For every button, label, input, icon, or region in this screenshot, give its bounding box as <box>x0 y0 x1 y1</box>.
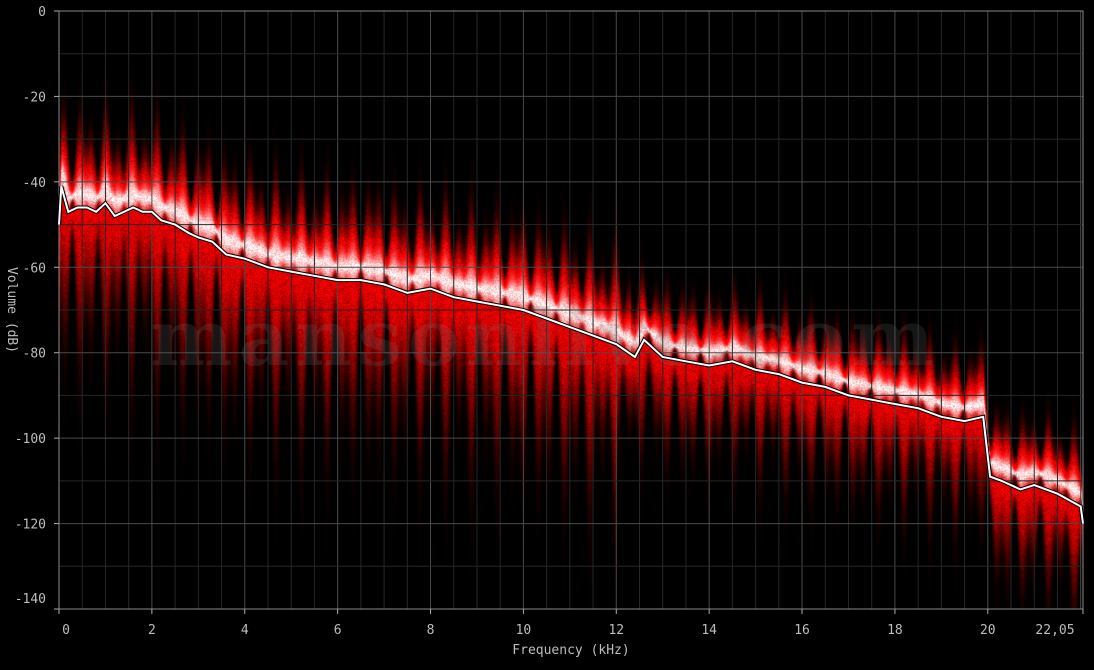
x-tick-label: 16 <box>794 623 810 638</box>
x-tick-label: 0 <box>62 623 70 638</box>
y-tick-label: -20 <box>23 90 46 105</box>
y-tick-label: -40 <box>23 176 46 191</box>
y-tick-label: -120 <box>15 518 46 533</box>
x-tick-label: 20 <box>980 623 996 638</box>
y-axis-label: Volume (dB) <box>4 267 19 353</box>
y-tick-label: -100 <box>15 432 46 447</box>
x-tick-label: 4 <box>241 623 249 638</box>
x-tick-label: 14 <box>701 623 717 638</box>
plot-frame <box>58 10 1084 610</box>
y-axis-ticks: 0 -20 -40 -60 -80 -100 -120 -140 <box>15 5 59 610</box>
watermark-logo: mansonlive.com <box>150 293 940 384</box>
y-tick-label: -80 <box>23 347 46 362</box>
y-tick-label: -60 <box>23 261 46 276</box>
x-tick-label: 8 <box>427 623 435 638</box>
axes <box>58 10 1084 610</box>
x-tick-label: 2 <box>148 623 156 638</box>
x-axis-label: Frequency (kHz) <box>512 643 629 658</box>
y-tick-label: 0 <box>38 5 46 20</box>
x-tick-label: 12 <box>608 623 624 638</box>
x-axis-ticks: 0 2 4 6 8 10 12 14 16 18 20 22,05 <box>58 609 1084 638</box>
series-line <box>58 185 1084 524</box>
x-tick-label: 6 <box>334 623 342 638</box>
x-tick-label: 22,05 <box>1035 623 1074 638</box>
x-tick-label: 10 <box>516 623 532 638</box>
x-tick-label: 18 <box>887 623 903 638</box>
y-tick-label: -140 <box>15 592 46 607</box>
